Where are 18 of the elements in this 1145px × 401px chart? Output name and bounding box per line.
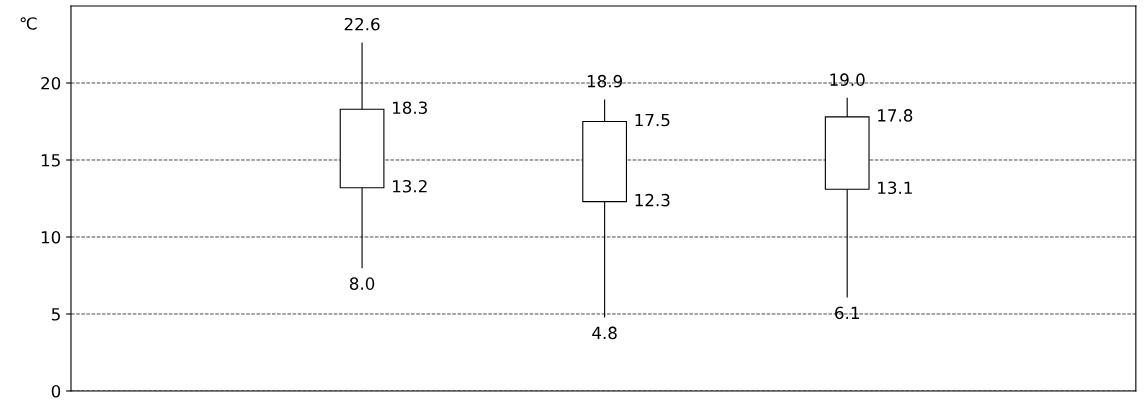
text: 17.8	[878, 109, 913, 122]
text: 22.6	[344, 17, 380, 31]
text: 19.0	[830, 73, 865, 86]
y-tick-label: 0	[51, 384, 61, 398]
y-tick-label: 20	[41, 76, 61, 90]
text: 8.0	[349, 277, 375, 290]
y-tick-label: 10	[41, 230, 61, 244]
y-axis-title: ℃	[20, 17, 37, 30]
text: 13.1	[878, 181, 912, 195]
text: 18.3	[393, 101, 427, 115]
text: 13.2	[393, 179, 427, 193]
text: 6.1	[835, 306, 859, 320]
text: 4.8	[592, 326, 617, 340]
y-tick-label: 15	[41, 154, 60, 167]
y-tick-label: 5	[51, 308, 60, 321]
text: 12.3	[635, 193, 670, 207]
text: 18.9	[587, 74, 623, 88]
text: 17.5	[635, 113, 670, 127]
